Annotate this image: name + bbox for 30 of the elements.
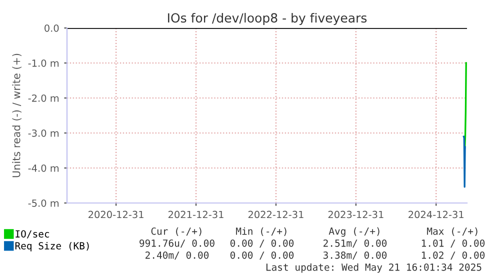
- y-axis-title: Units read (-) / write (+): [12, 54, 22, 178]
- legend-label: IO/sec: [16, 230, 50, 238]
- line-series: [464, 62, 467, 149]
- y-tick-label: -4.0 m: [28, 164, 59, 172]
- text: 1.01 / 0.00: [422, 239, 485, 248]
- text: 991.76u/ 0.00: [140, 239, 214, 248]
- y-tick-label: -5.0 m: [28, 199, 59, 207]
- x-tick-label: 2020-12-31: [88, 210, 144, 218]
- legend-label: Req Size (KB): [15, 242, 89, 252]
- text: 0.00 / 0.00: [230, 251, 294, 260]
- text: Max (-/+): [427, 227, 478, 236]
- x-tick-label: 2023-12-31: [328, 210, 384, 218]
- x-tick-label: 2024-12-31: [408, 210, 464, 218]
- text: Last update: Wed May 21 16:01:34 2025: [266, 263, 482, 273]
- x-tick-label: 2022-12-31: [248, 210, 304, 218]
- text: 0.00 / 0.00: [230, 239, 294, 248]
- chart-title: IOs for /dev/loop8 - by fiveyears: [168, 12, 367, 26]
- text: 1.02 / 0.00: [422, 251, 485, 260]
- y-tick-label: -1.0 m: [28, 59, 59, 67]
- x-tick-label: 2021-12-31: [168, 210, 224, 218]
- line-series: [462, 136, 466, 188]
- text: Min (-/+): [236, 227, 286, 236]
- y-tick-label: -2.0 m: [28, 94, 59, 102]
- text: Avg (-/+): [328, 227, 380, 237]
- text: 2.40m/ 0.00: [146, 251, 209, 260]
- text: Cur (-/+): [151, 227, 202, 236]
- text: 2.51m/ 0.00: [324, 239, 387, 248]
- y-tick-label: 0.0: [44, 24, 59, 32]
- text: 3.38m/ 0.00: [323, 251, 387, 260]
- y-tick-label: -3.0 m: [28, 129, 59, 137]
